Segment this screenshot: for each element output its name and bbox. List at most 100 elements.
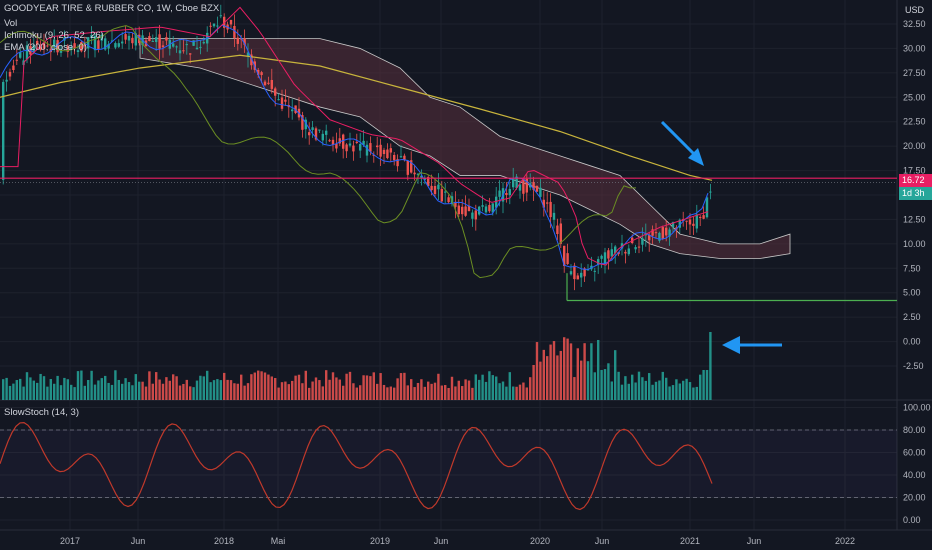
- volume-bar: [685, 378, 688, 400]
- arrow-head: [722, 336, 740, 354]
- volume-bar: [597, 339, 600, 400]
- candle-body: [240, 38, 243, 40]
- volume-bar: [328, 379, 331, 400]
- volume-bar: [212, 380, 216, 400]
- candle-body: [42, 42, 46, 49]
- volume-bar: [274, 378, 277, 400]
- volume-bar: [175, 376, 178, 400]
- candle-body: [236, 37, 239, 44]
- volume-bar: [658, 380, 661, 400]
- candle-body: [8, 71, 12, 77]
- candle-body: [260, 72, 263, 76]
- volume-bar: [110, 384, 114, 400]
- candle-body: [321, 133, 324, 141]
- volume-bar: [457, 380, 460, 400]
- candle-body: [311, 127, 314, 130]
- candle-body: [474, 210, 477, 220]
- volume-bar: [178, 385, 182, 400]
- volume-bar: [301, 383, 304, 400]
- candle-body: [641, 238, 644, 245]
- candle-body: [607, 250, 610, 259]
- candle-body: [93, 35, 97, 51]
- volume-bar: [335, 377, 338, 400]
- volume-bar: [617, 371, 620, 400]
- candle-body: [148, 36, 151, 42]
- volume-bar: [331, 372, 335, 400]
- candle-body: [83, 44, 86, 47]
- candle-body: [76, 50, 80, 53]
- candle-body: [597, 259, 600, 265]
- volume-bar: [151, 383, 154, 400]
- volume-bar: [491, 375, 494, 400]
- volume-bar: [359, 385, 362, 400]
- price-tick-label: 20.00: [903, 141, 926, 151]
- candle-body: [430, 185, 433, 191]
- volume-bar: [671, 385, 675, 400]
- volume-bar: [420, 379, 423, 400]
- volume-bar: [250, 374, 253, 400]
- volume-bar: [512, 386, 515, 400]
- candle-body: [379, 144, 382, 157]
- candle-body: [505, 192, 508, 195]
- volume-bar: [641, 377, 644, 400]
- volume-bar: [19, 378, 22, 400]
- volume-bar: [478, 379, 481, 400]
- candle-body: [406, 160, 409, 175]
- candle-body: [212, 23, 216, 27]
- volume-bar: [600, 369, 603, 400]
- volume-bar: [39, 373, 42, 400]
- volume-bar: [257, 370, 260, 400]
- volume-bar: [518, 384, 522, 400]
- volume-bar: [114, 370, 117, 400]
- volume-bar: [236, 383, 239, 400]
- candle-body: [195, 47, 199, 50]
- volume-bar: [2, 379, 5, 400]
- price-tick-label: 0.00: [903, 337, 921, 347]
- volume-bar: [644, 380, 647, 400]
- candle-body: [243, 38, 246, 45]
- volume-bar: [498, 383, 501, 400]
- volume-bar: [379, 373, 382, 400]
- volume-bar: [603, 369, 607, 400]
- volume-bar: [501, 381, 505, 400]
- volume-bar: [314, 377, 318, 400]
- volume-bar: [42, 376, 46, 400]
- volume-bar: [675, 379, 678, 400]
- candle-body: [444, 191, 447, 193]
- price-candles: [2, 4, 712, 291]
- candle-body: [32, 44, 35, 53]
- volume-bar: [22, 386, 25, 400]
- volume-bar: [583, 343, 586, 400]
- volume-bar: [648, 373, 651, 400]
- volume-bar: [56, 375, 59, 400]
- candle-body: [654, 232, 658, 234]
- volume-bar: [93, 384, 97, 400]
- volume-bar: [131, 385, 134, 400]
- candle-body: [569, 271, 573, 275]
- volume-bar: [573, 377, 576, 400]
- price-tick-label: -2.50: [903, 361, 924, 371]
- candle-body: [151, 40, 154, 42]
- candle-body: [573, 265, 576, 280]
- volume-bar: [532, 365, 535, 400]
- candle-body: [518, 184, 522, 191]
- candle-body: [359, 143, 362, 151]
- volume-bar: [240, 374, 243, 400]
- volume-bar: [267, 374, 270, 400]
- stoch-band-fill: [0, 430, 897, 498]
- candle-body: [488, 204, 491, 212]
- candle-body: [229, 19, 233, 25]
- volume-bar: [665, 377, 668, 400]
- volume-bar: [5, 377, 8, 400]
- candle-body: [355, 141, 358, 143]
- candle-body: [685, 220, 688, 222]
- volume-bar: [386, 387, 389, 400]
- volume-bar: [586, 361, 590, 400]
- volume-bar: [97, 380, 100, 400]
- candle-body: [314, 128, 318, 140]
- candle-body: [678, 219, 681, 228]
- volume-bar: [678, 383, 681, 400]
- countdown-tag: 1d 3h: [899, 187, 932, 200]
- volume-bar: [83, 385, 86, 400]
